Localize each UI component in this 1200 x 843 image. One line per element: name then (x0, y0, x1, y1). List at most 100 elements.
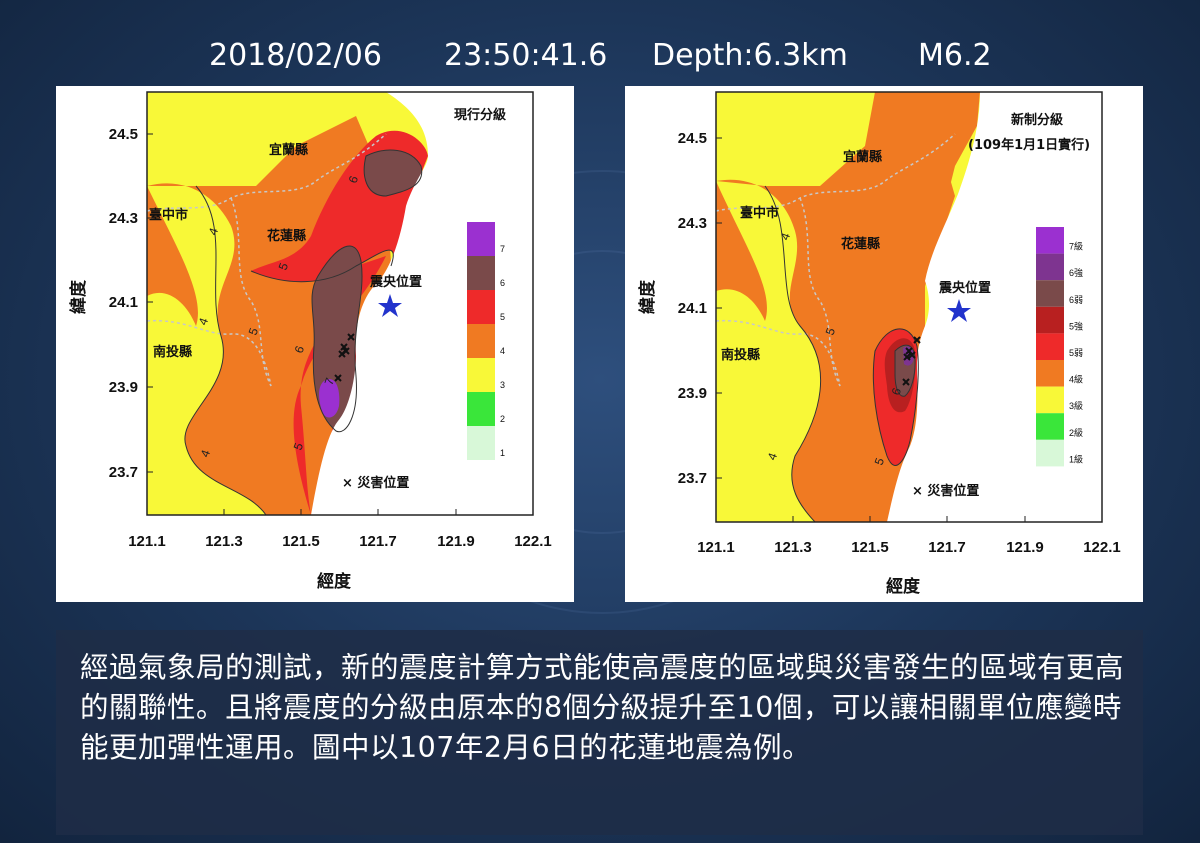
y-tick-label: 24.3 (109, 210, 138, 227)
contour-value-label: 4 (778, 231, 794, 242)
legend-swatch (1036, 360, 1064, 387)
axis-ticks: 121.1 121.3 121.5 121.7 121.9 122.1 24.5 24.3 24… (678, 130, 1121, 556)
x-tick-label: 122.1 (1083, 539, 1121, 556)
contour-value-label: 5 (823, 326, 839, 337)
legend-swatch (467, 426, 495, 460)
contour-value-label: 5 (246, 326, 262, 337)
y-tick-label: 23.7 (109, 464, 138, 481)
map-subtitle: (109年1月1日實行) (968, 137, 1090, 153)
map-label-nantou: 南投縣 (721, 347, 760, 363)
legend-label: 2 (500, 414, 505, 424)
x-axis-label: 經度 (886, 576, 921, 597)
x-tick-label: 121.1 (697, 539, 735, 556)
map-label-nantou: 南投縣 (153, 344, 192, 360)
map-title: 現行分級 (454, 107, 506, 123)
legend-label: 3級 (1069, 400, 1083, 411)
legend-label: 3 (500, 380, 505, 390)
legend-swatch (1036, 227, 1064, 254)
legend-swatch (467, 324, 495, 358)
axis-ticks: 121.1 121.3 121.5 121.7 121.9 122.124.524.324… (109, 126, 552, 550)
intensity-map-current: 4 5 5 6 6 7 5 4 4 宜蘭縣 臺中市 花蓮縣 南投縣 現行分級 震央位置 × 災害… (56, 86, 574, 602)
contour-value-label: 6 (346, 174, 362, 185)
contour-labels: 4 5 5 6 6 7 5 4 4 (196, 174, 362, 459)
legend-swatch (467, 358, 495, 392)
y-tick-label: 23.9 (678, 385, 707, 402)
y-tick-label: 24.1 (678, 300, 707, 317)
x-tick-label: 121.1 (128, 533, 166, 550)
contour-value-label: 6 (889, 386, 905, 397)
legend-swatch (467, 290, 495, 324)
contour-value-label: 7 (322, 376, 338, 387)
contour-value-label: 4 (765, 451, 781, 462)
legend-swatch (467, 392, 495, 426)
legend-label: 5 (500, 312, 505, 322)
y-axis-label: 緯度 (68, 279, 89, 314)
map-label-yilan: 宜蘭縣 (843, 149, 882, 165)
map-label-taichung: 臺中市 (149, 207, 188, 223)
legend-label: 5弱 (1069, 348, 1083, 358)
legend-swatch (1036, 413, 1064, 440)
legend-swatch (1036, 333, 1064, 360)
legend-swatch (467, 256, 495, 290)
map-title: 新制分級 (1011, 112, 1063, 128)
x-tick-label: 121.7 (359, 533, 397, 550)
contour-value-label: 5 (291, 441, 307, 452)
damage-location-legend: × 災害位置 (912, 483, 979, 499)
legend-swatch (1036, 280, 1064, 307)
damage-location-legend: × 災害位置 (342, 475, 409, 491)
contour-value-label: 6 (292, 344, 308, 355)
contour-value-label: 4 (206, 226, 222, 237)
contour-value-label: 4 (196, 316, 212, 327)
legend-swatch (467, 222, 495, 256)
event-time: 23:50:41.6 (444, 38, 608, 73)
x-tick-label: 122.1 (514, 533, 552, 550)
legend-label: 7 (500, 244, 505, 254)
legend-swatch (1036, 386, 1064, 414)
map-label-epicenter: 震央位置 (369, 274, 422, 290)
legend-label: 4級 (1069, 374, 1083, 385)
event-depth: Depth:6.3km (652, 38, 848, 73)
y-tick-label: 23.7 (678, 470, 707, 487)
caption-box: 經過氣象局的測試，新的震度計算方式能使高震度的區域與災害發生的區域有更高的關聯性… (56, 630, 1143, 835)
y-tick-label: 24.1 (109, 294, 138, 311)
y-tick-label: 24.5 (109, 126, 138, 143)
x-tick-label: 121.3 (205, 533, 243, 550)
x-tick-label: 121.5 (851, 539, 889, 556)
contour-value-label: 4 (198, 448, 214, 459)
legend-swatch (1036, 253, 1064, 281)
earthquake-info-header: 2018/02/06 23:50:41.6 Depth:6.3km M6.2 (0, 38, 1200, 78)
x-tick-label: 121.7 (928, 539, 966, 556)
legend-label: 4 (500, 346, 505, 356)
damage-markers (902, 336, 921, 386)
legend-swatch (1036, 439, 1064, 467)
caption-text: 經過氣象局的測試，新的震度計算方式能使高震度的區域與災害發生的區域有更高的關聯性… (80, 651, 1125, 764)
intensity-legend: 7 6 5 4 3 2 1 (467, 222, 505, 460)
y-tick-label: 24.5 (678, 130, 707, 147)
epicenter-star-icon (947, 299, 971, 322)
x-tick-label: 121.3 (774, 539, 812, 556)
map-label-yilan: 宜蘭縣 (269, 142, 308, 158)
legend-swatch (1036, 306, 1064, 334)
legend-label: 5強 (1069, 320, 1083, 331)
legend-label: 6弱 (1069, 295, 1083, 305)
legend-label: 1級 (1069, 453, 1083, 464)
legend-label: 1 (500, 448, 505, 458)
x-tick-label: 121.9 (437, 533, 475, 550)
legend-label: 7級 (1069, 241, 1083, 252)
contour-value-label: 5 (276, 261, 292, 272)
y-tick-label: 24.3 (678, 215, 707, 232)
x-axis-label: 經度 (317, 571, 352, 592)
map-label-hualien: 花蓮縣 (841, 236, 880, 252)
event-magnitude: M6.2 (918, 38, 992, 73)
map-label-epicenter: 震央位置 (938, 280, 991, 296)
legend-label: 6強 (1069, 267, 1083, 278)
epicenter-star-icon (378, 294, 402, 317)
map-label-hualien: 花蓮縣 (267, 228, 306, 244)
legend-label: 6 (500, 278, 505, 288)
x-tick-label: 121.9 (1006, 539, 1044, 556)
y-tick-label: 23.9 (109, 379, 138, 396)
contour-labels: 4 5 6 5 4 (765, 231, 905, 467)
intensity-legend: 7級 6強 6弱 5強 5弱 4級 3級 2級 1級 (1036, 227, 1083, 467)
contour-value-label: 5 (872, 456, 888, 467)
